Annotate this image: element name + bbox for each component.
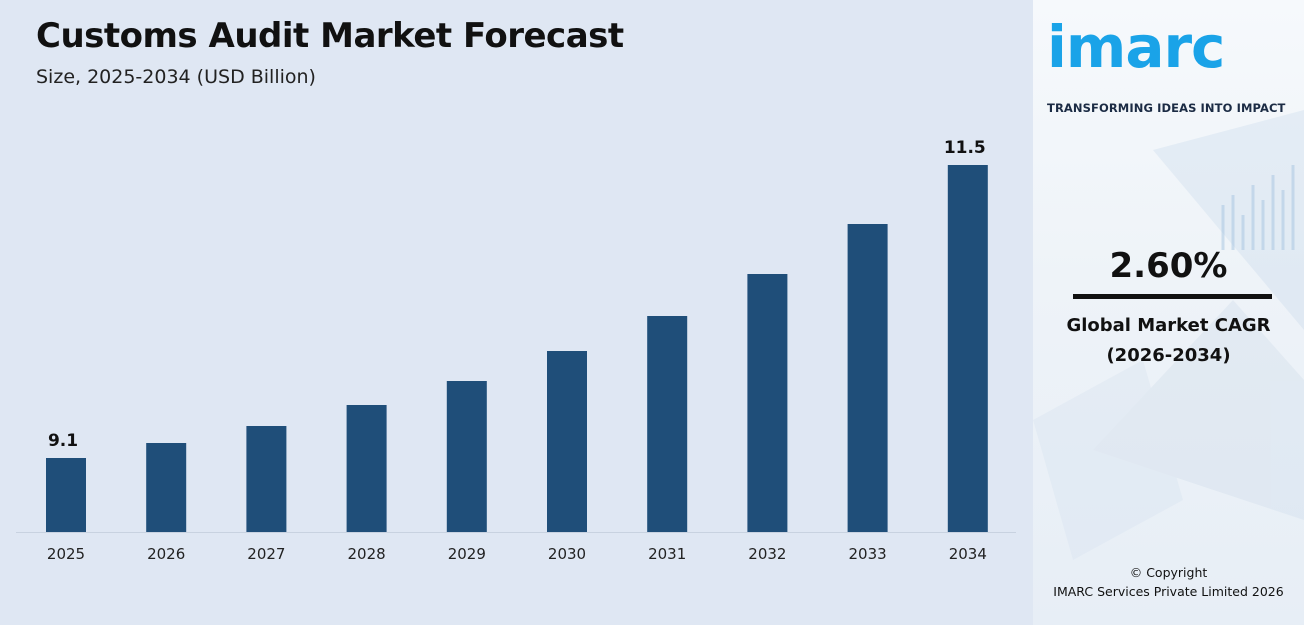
bar-2027 (246, 426, 287, 532)
bar-2026 (146, 443, 187, 532)
chart-panel: Customs Audit Market Forecast Size, 2025… (0, 0, 1033, 625)
side-panel: imarc TRANSFORMING IDEAS INTO IMPACT 2.6… (1033, 0, 1304, 625)
bar-2031 (647, 316, 688, 532)
x-tick-label-2027: 2027 (247, 545, 285, 563)
bar-2034 (947, 165, 988, 532)
x-tick-label-2026: 2026 (147, 545, 185, 563)
cagr-period: (2026-2034) (1106, 345, 1231, 366)
data-label-2025: 9.1 (48, 431, 78, 451)
x-tick-label-2028: 2028 (348, 545, 386, 563)
x-tick-label-2025: 2025 (47, 545, 85, 563)
x-tick-label-2029: 2029 (448, 545, 486, 563)
x-tick-label-2034: 2034 (949, 545, 987, 563)
cagr-label: Global Market CAGR (1066, 315, 1271, 336)
imarc-logo: imarc TRANSFORMING IDEAS INTO IMPACT (1047, 12, 1293, 115)
bar-2032 (747, 274, 788, 532)
chart-subtitle: Size, 2025-2034 (USD Billion) (36, 66, 316, 88)
copyright-notice: © Copyright (1129, 565, 1208, 580)
x-tick-label-2031: 2031 (648, 545, 686, 563)
bar-2029 (446, 381, 487, 532)
copyright-holder: IMARC Services Private Limited 2026 (1053, 584, 1284, 599)
bar-2028 (346, 405, 387, 532)
chart-title: Customs Audit Market Forecast (36, 16, 624, 56)
logo-tagline: TRANSFORMING IDEAS INTO IMPACT (1047, 101, 1286, 115)
cagr-divider (1073, 294, 1272, 299)
cagr-value: 2.60% (1109, 246, 1228, 286)
bar-2025 (46, 458, 86, 532)
bar-chart: 2025 9.1 2026 2027 2028 2029 2030 2031 2032 2033 2… (16, 138, 1016, 563)
x-tick-label-2030: 2030 (548, 545, 586, 563)
bar-2033 (847, 224, 888, 532)
logo-wordmark: imarc (1047, 13, 1225, 81)
bar-2030 (547, 351, 587, 532)
x-tick-label-2033: 2033 (849, 545, 887, 563)
decorative-background (1033, 110, 1304, 560)
x-tick-label-2032: 2032 (748, 545, 786, 563)
data-label-2034: 11.5 (944, 138, 986, 158)
